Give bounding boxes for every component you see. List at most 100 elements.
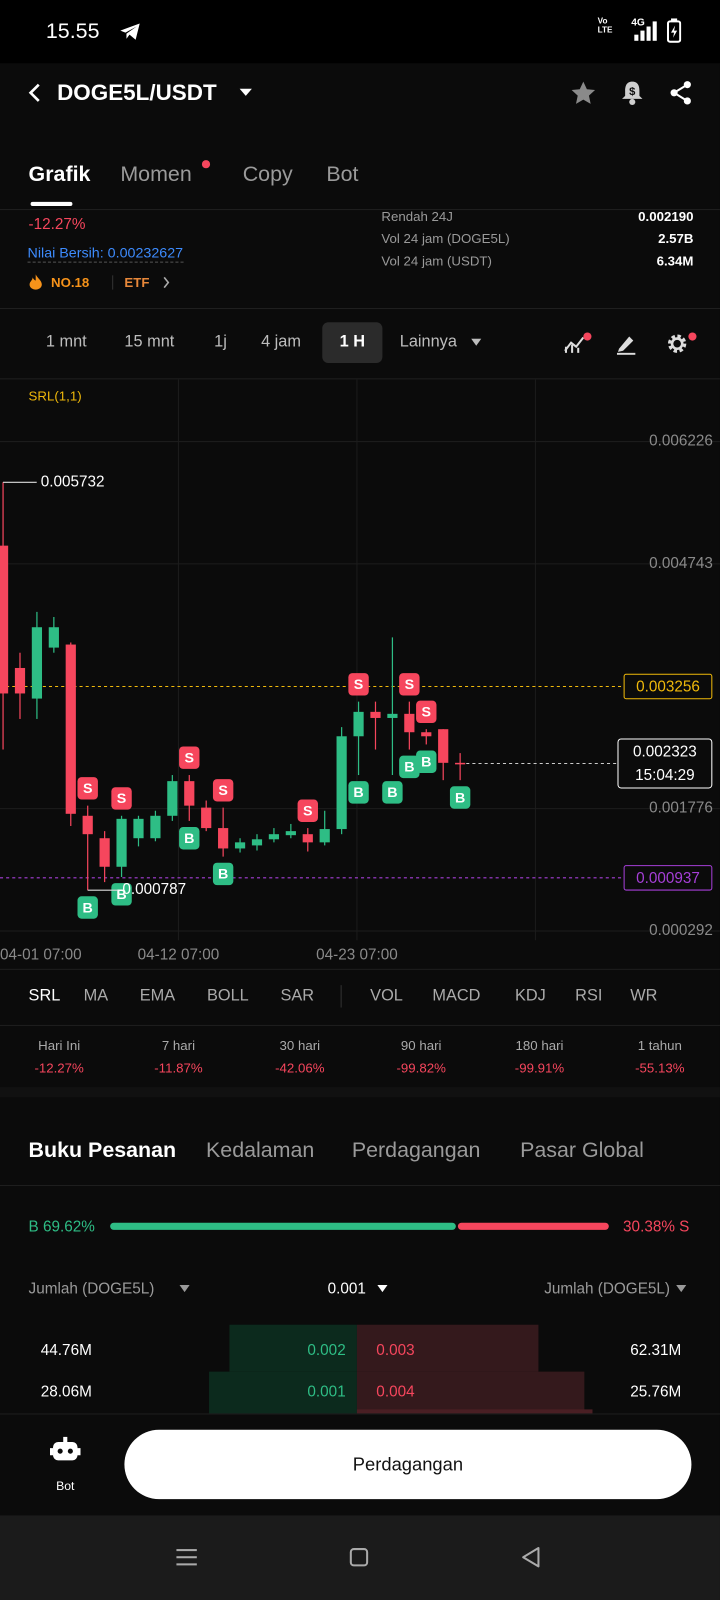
notification-dot: [201, 160, 211, 169]
x-tick-label: 04-12 07:00: [138, 947, 220, 964]
orderbook-tab[interactable]: Pasar Global: [520, 1138, 644, 1163]
signal-badge: [111, 787, 132, 810]
column-header[interactable]: Jumlah (DOGE5L): [28, 1280, 155, 1298]
column-header[interactable]: 0.001: [327, 1280, 366, 1298]
signal-badge: [416, 700, 437, 724]
divider: [0, 968, 720, 970]
share-icon[interactable]: [669, 81, 693, 105]
back-button[interactable]: [28, 83, 42, 103]
interval[interactable]: 4 jam: [261, 333, 301, 351]
period-label: Hari Ini: [38, 1037, 81, 1053]
ask-depth: [356, 1324, 539, 1372]
indicator[interactable]: EMA: [139, 987, 176, 1005]
period-label: 180 hari: [515, 1037, 564, 1053]
orderbook-tab[interactable]: Kedalaman: [205, 1138, 315, 1163]
last-price-box: [617, 738, 713, 789]
candle-body: [438, 729, 449, 763]
period-change: -55.13%: [635, 1060, 685, 1076]
buy-ratio: B 69.62%: [28, 1218, 95, 1236]
last-price: 0.002323: [633, 743, 697, 760]
interval[interactable]: 1 H: [322, 322, 383, 364]
sell-ratio-bar: [458, 1222, 609, 1230]
interval[interactable]: 1 mnt: [45, 333, 87, 351]
dropdown-caret: [471, 338, 482, 346]
indicator-icon[interactable]: [563, 332, 587, 354]
indicator[interactable]: MA: [83, 987, 109, 1005]
candle-body: [167, 781, 178, 816]
period-change: -42.06%: [275, 1060, 325, 1076]
candle-body: [370, 711, 381, 718]
candle-body: [234, 842, 246, 849]
trade-button-label[interactable]: Perdagangan: [352, 1454, 464, 1475]
trade-button[interactable]: [124, 1429, 692, 1500]
tab[interactable]: Momen: [120, 162, 192, 187]
pair-dropdown[interactable]: [239, 88, 253, 98]
candle-body: [268, 834, 280, 840]
svg-text:$: $: [629, 86, 636, 98]
x-tick-label: 04-23 07:00: [316, 947, 398, 964]
candle-body: [48, 627, 59, 648]
interval[interactable]: 15 mnt: [124, 333, 175, 351]
bid-price: 0.001: [307, 1383, 346, 1401]
signal-label: B: [404, 760, 414, 776]
status-time: 15.55: [45, 19, 100, 44]
tab[interactable]: Bot: [326, 162, 359, 187]
signal-badge: [179, 827, 200, 850]
ask-quantity: 25.76M: [630, 1383, 682, 1401]
nav-menu[interactable]: [175, 1547, 197, 1567]
indicator[interactable]: SRL: [28, 987, 61, 1005]
alert-icon[interactable]: $: [620, 80, 644, 107]
signal-badge: [348, 673, 369, 696]
bot-icon[interactable]: [49, 1436, 81, 1467]
high-label: 0.005732: [41, 473, 105, 490]
nav-home[interactable]: [349, 1547, 369, 1567]
stat-value: 0.002190: [638, 208, 694, 224]
indicator[interactable]: MACD: [432, 987, 481, 1005]
telegram-icon: [120, 23, 140, 40]
column-header[interactable]: Jumlah (DOGE5L): [544, 1280, 671, 1298]
ask-price: 0.004: [376, 1383, 415, 1401]
notification-dot: [583, 332, 592, 341]
stat-label: Rendah 24J: [381, 208, 453, 224]
x-tick-label: 04-01 07:00: [0, 947, 82, 964]
signal-label: S: [83, 781, 93, 797]
pair-title[interactable]: DOGE5L/USDT: [57, 79, 217, 106]
tab[interactable]: Copy: [242, 162, 293, 187]
dropdown-caret: [179, 1284, 190, 1293]
bid-price: 0.002: [307, 1341, 346, 1359]
draw-icon[interactable]: [615, 332, 637, 355]
signal-badge: [382, 781, 403, 804]
last-price-countdown: 15:04:29: [635, 767, 694, 784]
orderbook-tab[interactable]: Perdagangan: [351, 1138, 481, 1163]
tag[interactable]: ETF: [124, 274, 150, 291]
signal-badge: [348, 781, 369, 804]
indicator[interactable]: KDJ: [514, 987, 546, 1005]
candlestick-chart[interactable]: 0.000292 0.001776 0.004743 0.006226 04-01 07…: [0, 379, 720, 968]
orderbook-tab[interactable]: Buku Pesanan: [28, 1138, 177, 1163]
nav-bar: [0, 1515, 720, 1600]
indicator[interactable]: SAR: [280, 987, 315, 1005]
candle-body: [150, 815, 161, 839]
indicator[interactable]: BOLL: [207, 987, 249, 1005]
rank[interactable]: NO.18: [50, 274, 90, 291]
nav-back[interactable]: [520, 1546, 542, 1568]
signal-badge: [77, 777, 98, 800]
period-label: 1 tahun: [637, 1037, 682, 1053]
signal-badge: [77, 896, 98, 919]
interval[interactable]: Lainnya: [399, 333, 457, 351]
favorite-icon[interactable]: [570, 81, 597, 105]
interval[interactable]: 1j: [214, 333, 227, 351]
tab[interactable]: Grafik: [28, 162, 91, 187]
indicator[interactable]: RSI: [575, 987, 603, 1005]
bot-label[interactable]: Bot: [56, 1478, 75, 1493]
signal-label: B: [218, 867, 228, 883]
tab-indicator: [30, 201, 73, 206]
candle-body: [0, 545, 9, 694]
net-value[interactable]: Nilai Bersih: 0.00232627: [27, 245, 184, 263]
indicator-label: SRL(1,1): [28, 388, 82, 404]
period-change: -99.91%: [514, 1060, 565, 1076]
indicator[interactable]: VOL: [370, 987, 403, 1005]
indicator[interactable]: WR: [630, 987, 658, 1005]
settings-icon[interactable]: [666, 332, 688, 354]
